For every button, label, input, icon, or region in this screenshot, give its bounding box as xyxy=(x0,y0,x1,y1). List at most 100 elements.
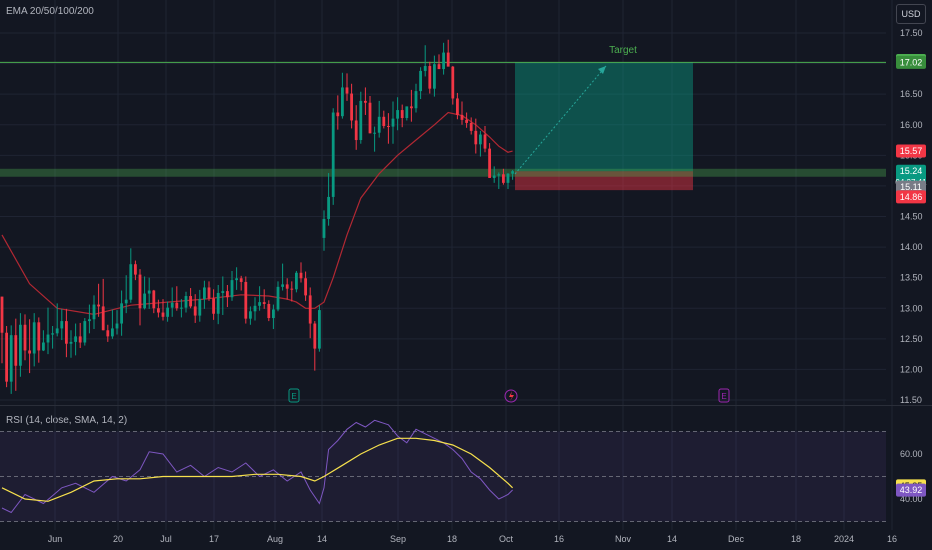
candle-body xyxy=(281,284,284,287)
candle-body xyxy=(170,302,174,308)
candle-body xyxy=(428,66,432,89)
candle-body xyxy=(350,93,353,121)
dividend-marker xyxy=(504,389,518,403)
price-badge xyxy=(896,55,926,69)
candle-body xyxy=(55,328,59,334)
candle-body xyxy=(157,308,160,313)
time-tick-label: 20 xyxy=(113,534,123,544)
candle-body xyxy=(78,336,82,343)
candle-body xyxy=(341,87,344,117)
rsi-tick-label: 60.00 xyxy=(900,449,923,459)
rsi-line xyxy=(1,419,513,514)
ema-line xyxy=(1,111,513,316)
candle-body xyxy=(46,334,50,343)
candle-body xyxy=(377,116,381,133)
candle-body xyxy=(60,321,64,329)
candle-body xyxy=(253,305,257,312)
time-tick-label: 16 xyxy=(554,534,564,544)
candle-body xyxy=(92,304,96,320)
candle-body xyxy=(65,321,68,344)
candle-body xyxy=(175,302,179,309)
time-tick-label: 17 xyxy=(209,534,219,544)
candle-body xyxy=(364,100,367,103)
price-tick-label: 11.50 xyxy=(900,395,922,405)
candle-body xyxy=(124,299,128,304)
candle-body xyxy=(134,264,137,275)
candle-body xyxy=(9,335,13,382)
price-tick-label: 12.50 xyxy=(900,334,923,344)
candle-body xyxy=(258,302,261,306)
candle-body xyxy=(88,319,91,322)
candle-body xyxy=(101,306,105,331)
rsi-legend[interactable]: RSI (14, close, SMA, 14, 2) xyxy=(6,415,128,426)
candle-body xyxy=(290,288,294,290)
candle-body xyxy=(313,323,317,349)
candle-body xyxy=(511,171,514,174)
time-tick-label: 18 xyxy=(791,534,801,544)
candle-body xyxy=(267,303,271,319)
candle-body xyxy=(129,264,133,300)
candle-body xyxy=(23,324,27,351)
price-tick-label: 16.00 xyxy=(900,120,923,130)
support-zone xyxy=(0,168,886,177)
candle-body xyxy=(83,321,87,343)
candle-body xyxy=(161,312,165,317)
rsi-badge xyxy=(896,483,926,497)
candle-body xyxy=(506,173,510,183)
candle-body xyxy=(203,287,206,300)
projection-arrow xyxy=(514,65,607,175)
candle-body xyxy=(483,134,487,149)
price-tick-label: 13.50 xyxy=(900,273,923,283)
candle-body xyxy=(502,174,505,183)
candle-body xyxy=(235,278,238,281)
earnings-marker xyxy=(288,388,300,403)
candle-body xyxy=(207,287,211,299)
time-tick-label: 14 xyxy=(317,534,327,544)
earnings-marker xyxy=(718,388,730,403)
candle-body xyxy=(433,64,436,89)
candle-body xyxy=(19,324,22,366)
candle-body xyxy=(423,66,427,71)
price-tick-label: 16.50 xyxy=(900,89,923,99)
price-badge-label: 15.11 xyxy=(900,182,922,192)
candle-body xyxy=(327,196,330,219)
candle-body xyxy=(336,112,340,117)
candle-body xyxy=(373,132,376,134)
price-badge xyxy=(896,190,926,204)
price-badge xyxy=(896,180,926,194)
candle-body xyxy=(180,307,183,309)
candle-body xyxy=(405,106,409,119)
candle-body xyxy=(272,309,275,319)
candle-body xyxy=(414,91,418,109)
candle-body xyxy=(262,302,266,304)
candle-body xyxy=(249,311,252,319)
candle-body xyxy=(331,112,335,197)
candle-body xyxy=(308,295,312,324)
candle-body xyxy=(299,272,303,279)
candle-body xyxy=(42,342,45,351)
time-tick-label: Jul xyxy=(160,534,172,544)
price-badge-label: 15.24 xyxy=(900,166,923,176)
candle-body xyxy=(318,310,321,349)
candle-body xyxy=(419,70,422,92)
candle-body xyxy=(212,298,215,314)
candle-body xyxy=(497,174,501,176)
earnings-marker-label: E xyxy=(721,392,726,401)
candle-body xyxy=(111,328,114,337)
time-tick-label: Sep xyxy=(390,534,406,544)
candle-body xyxy=(193,306,197,316)
candle-body xyxy=(97,304,100,307)
price-badge-label: 15.57 xyxy=(900,146,923,156)
dividend-bolt-icon xyxy=(509,391,514,401)
candle-body xyxy=(5,332,8,382)
candle-body xyxy=(115,323,119,329)
time-tick-label: Aug xyxy=(267,534,283,544)
candle-body xyxy=(304,278,307,296)
currency-selector[interactable]: USD xyxy=(896,4,926,24)
time-tick-label: 14 xyxy=(667,534,677,544)
candle-body xyxy=(354,120,358,141)
time-tick-label: 16 xyxy=(887,534,897,544)
time-tick-label: Jun xyxy=(48,534,63,544)
indicator-legend[interactable]: EMA 20/50/100/200 xyxy=(6,6,94,17)
